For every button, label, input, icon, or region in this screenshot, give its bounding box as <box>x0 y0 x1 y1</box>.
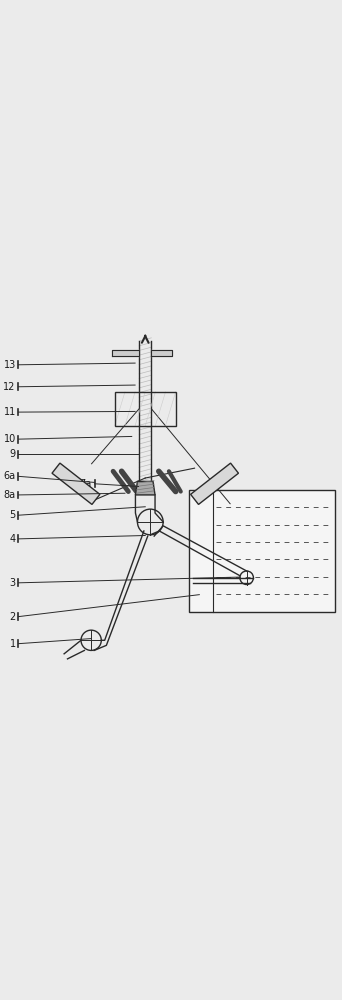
Text: 4: 4 <box>10 534 16 544</box>
Polygon shape <box>151 350 172 356</box>
Polygon shape <box>52 463 100 504</box>
Bar <box>189 490 334 612</box>
Text: 10: 10 <box>3 434 16 444</box>
Text: 1: 1 <box>10 639 16 649</box>
Text: 8a: 8a <box>4 490 16 500</box>
Text: 3: 3 <box>10 578 16 588</box>
Text: 6a: 6a <box>4 471 16 481</box>
Text: 12: 12 <box>3 382 16 392</box>
Text: 2: 2 <box>10 612 16 622</box>
Text: 11: 11 <box>3 407 16 417</box>
Text: 9: 9 <box>10 449 16 459</box>
Polygon shape <box>190 463 238 504</box>
Polygon shape <box>112 350 139 356</box>
Bar <box>115 392 176 426</box>
Text: 13: 13 <box>3 360 16 370</box>
Text: 5: 5 <box>10 510 16 520</box>
Polygon shape <box>135 481 155 495</box>
Text: 7a: 7a <box>80 479 92 489</box>
